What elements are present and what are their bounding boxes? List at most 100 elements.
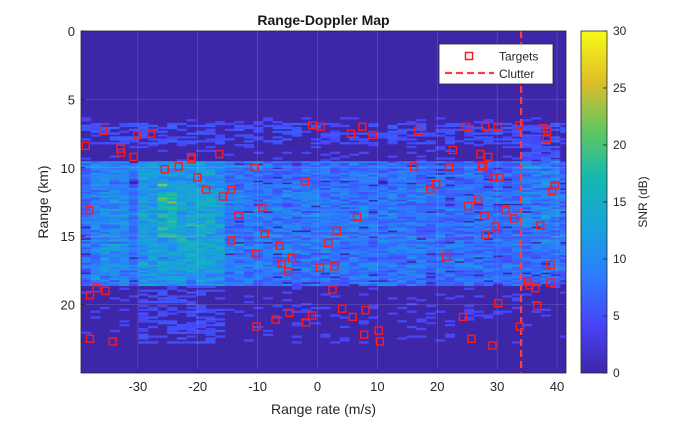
heatmap-cell <box>176 201 187 204</box>
heatmap-cell <box>157 226 168 229</box>
heatmap-cell <box>358 293 369 296</box>
heatmap-cell <box>138 218 149 221</box>
heatmap-cell <box>215 212 226 216</box>
heatmap-cell <box>148 228 159 231</box>
heatmap-cell <box>454 182 465 185</box>
heatmap-cell <box>406 226 417 229</box>
heatmap-cell <box>263 170 273 174</box>
heatmap-cell <box>320 142 331 145</box>
heatmap-cell <box>387 176 398 179</box>
heatmap-cell <box>167 322 178 325</box>
heatmap-cell <box>243 178 254 181</box>
heatmap-cell <box>339 182 350 185</box>
heatmap-cell <box>90 122 101 126</box>
heatmap-cell <box>425 280 436 283</box>
heatmap-cell <box>138 197 149 200</box>
heatmap-cell <box>425 222 436 225</box>
heatmap-cell <box>550 136 561 139</box>
heatmap-cell <box>205 214 216 218</box>
heatmap-cell <box>473 270 484 273</box>
heatmap-cell <box>320 201 331 204</box>
heatmap-cell <box>148 281 159 285</box>
heatmap-cell <box>521 243 532 246</box>
target-marker <box>533 301 542 311</box>
heatmap-cell <box>320 207 331 210</box>
target-marker <box>284 267 293 276</box>
heatmap-cell <box>282 224 293 227</box>
heatmap-cell <box>512 176 523 179</box>
heatmap-cell <box>186 249 197 252</box>
heatmap-cell <box>157 289 168 292</box>
target-marker <box>215 149 224 159</box>
target-marker <box>251 249 261 259</box>
heatmap-cell <box>243 134 254 137</box>
heatmap-cell <box>215 266 226 269</box>
heatmap-cell <box>358 228 369 231</box>
heatmap-cell <box>378 239 388 243</box>
heatmap-cell <box>550 195 561 198</box>
heatmap-cell <box>310 165 321 168</box>
heatmap-cell <box>291 182 302 185</box>
heatmap-cell <box>243 266 254 269</box>
heatmap-cell <box>512 278 523 281</box>
heatmap-cell <box>406 266 417 269</box>
heatmap-cell <box>205 239 216 243</box>
heatmap-cell <box>378 188 388 191</box>
heatmap-cell <box>205 289 216 292</box>
heatmap-cell <box>186 237 197 241</box>
heatmap-cell <box>291 341 302 344</box>
heatmap-cell <box>205 197 216 200</box>
heatmap-cell <box>205 262 216 265</box>
heatmap-cell <box>339 274 350 277</box>
heatmap-cell <box>349 209 360 212</box>
heatmap-cell <box>483 140 494 143</box>
heatmap-cell <box>167 249 178 252</box>
heatmap-cell <box>234 276 245 279</box>
heatmap-cell <box>100 176 111 179</box>
heatmap-cell <box>473 268 484 271</box>
heatmap-cell <box>196 170 206 174</box>
heatmap-cell <box>339 280 350 283</box>
heatmap-cell <box>234 161 245 164</box>
heatmap-cell <box>550 182 561 185</box>
heatmap-cell <box>253 224 264 227</box>
heatmap-cell <box>234 134 245 137</box>
heatmap-cell <box>483 272 494 275</box>
heatmap-cell <box>301 178 312 181</box>
heatmap-cell <box>387 222 398 225</box>
heatmap-cell <box>253 268 264 271</box>
heatmap-cell <box>445 268 455 271</box>
heatmap-cell <box>464 268 475 271</box>
heatmap-cell <box>502 280 513 283</box>
heatmap-cell <box>310 226 321 229</box>
heatmap-cell <box>81 276 91 279</box>
heatmap-cell <box>224 230 235 233</box>
heatmap-cell <box>473 228 484 231</box>
heatmap-cell <box>435 283 446 287</box>
heatmap-cell <box>339 232 350 235</box>
heatmap-cell <box>224 165 235 168</box>
heatmap-cell <box>425 174 436 177</box>
heatmap-cell <box>100 234 111 237</box>
heatmap-cell <box>301 228 312 231</box>
heatmap-cell <box>215 270 226 273</box>
heatmap-cell <box>205 249 216 252</box>
heatmap-cell <box>550 241 561 244</box>
heatmap-cell <box>550 165 561 168</box>
heatmap-cell <box>215 253 226 256</box>
heatmap-cell <box>425 245 436 248</box>
heatmap-cell <box>483 283 494 287</box>
heatmap-cell <box>109 191 120 195</box>
heatmap-cell <box>339 241 350 244</box>
heatmap-cell <box>81 239 91 243</box>
heatmap-cell <box>550 232 561 235</box>
heatmap-cell <box>349 180 360 183</box>
heatmap-cell <box>176 264 187 267</box>
heatmap-cell <box>550 281 561 285</box>
heatmap-cell <box>90 188 101 191</box>
heatmap-cell <box>109 184 120 187</box>
heatmap-cell <box>358 268 369 271</box>
heatmap-cell <box>272 172 283 175</box>
heatmap-cell <box>224 195 235 198</box>
